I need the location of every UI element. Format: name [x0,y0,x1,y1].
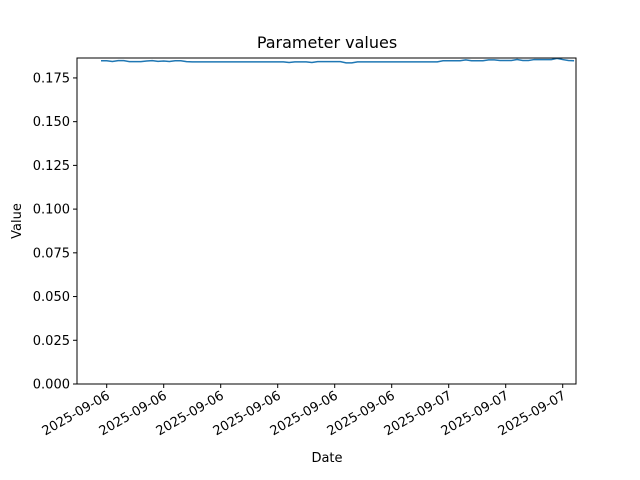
y-axis-label: Value [10,203,25,239]
y-tick-label: 0.000 [33,378,70,393]
y-tick-label: 0.075 [33,246,70,261]
data-line [101,57,575,64]
y-tick-label: 0.100 [33,203,70,218]
y-tick-label: 0.150 [33,115,70,130]
plot-frame [76,57,577,385]
y-tick-label: 0.025 [33,334,70,349]
chart-title: Parameter values [257,33,397,52]
y-tick-label: 0.175 [33,71,70,86]
y-tick-label: 0.125 [33,159,70,174]
x-axis-label: Date [311,451,342,466]
y-tick-label: 0.050 [33,290,70,305]
